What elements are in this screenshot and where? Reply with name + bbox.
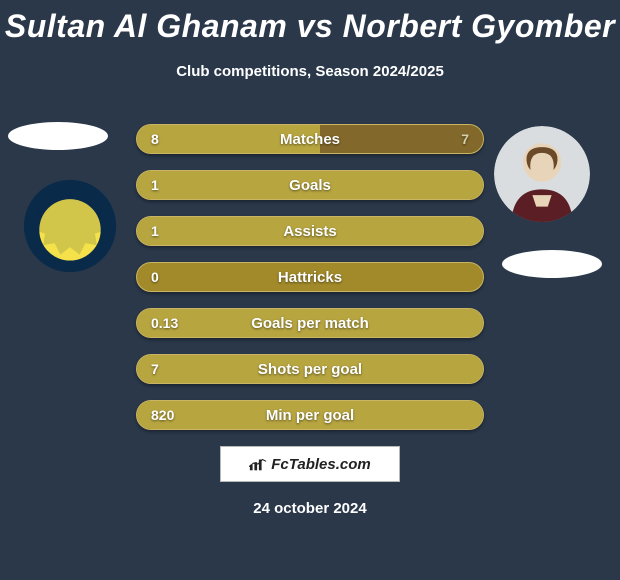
player2-photo	[494, 126, 590, 222]
stat-label: Shots per goal	[137, 361, 483, 378]
player1-oval-placeholder	[8, 122, 108, 150]
stat-label: Assists	[137, 223, 483, 240]
stat-label: Goals	[137, 177, 483, 194]
stat-label: Matches	[137, 131, 483, 148]
stat-bar: 820Min per goal	[136, 400, 484, 430]
page-title: Sultan Al Ghanam vs Norbert Gyomber	[0, 0, 620, 45]
stat-label: Goals per match	[137, 315, 483, 332]
brand-text: FcTables.com	[271, 456, 370, 473]
date-text: 24 october 2024	[0, 500, 620, 517]
stat-label: Min per goal	[137, 407, 483, 424]
stat-label: Hattricks	[137, 269, 483, 286]
brand-badge: FcTables.com	[220, 446, 400, 482]
subtitle: Club competitions, Season 2024/2025	[0, 63, 620, 80]
player2-oval-placeholder	[502, 250, 602, 278]
stat-bar: 8Matches7	[136, 124, 484, 154]
player1-club-badge	[22, 178, 118, 274]
stat-right-value: 7	[461, 131, 469, 147]
stat-bar: 0.13Goals per match	[136, 308, 484, 338]
brand-chart-icon	[249, 457, 267, 471]
stat-bar: 1Goals	[136, 170, 484, 200]
stat-bar: 1Assists	[136, 216, 484, 246]
stat-bar: 0Hattricks	[136, 262, 484, 292]
stat-bar: 7Shots per goal	[136, 354, 484, 384]
stat-bars: 8Matches7 1Goals 1Assists 0Hattricks 0.13Goa…	[136, 124, 484, 446]
